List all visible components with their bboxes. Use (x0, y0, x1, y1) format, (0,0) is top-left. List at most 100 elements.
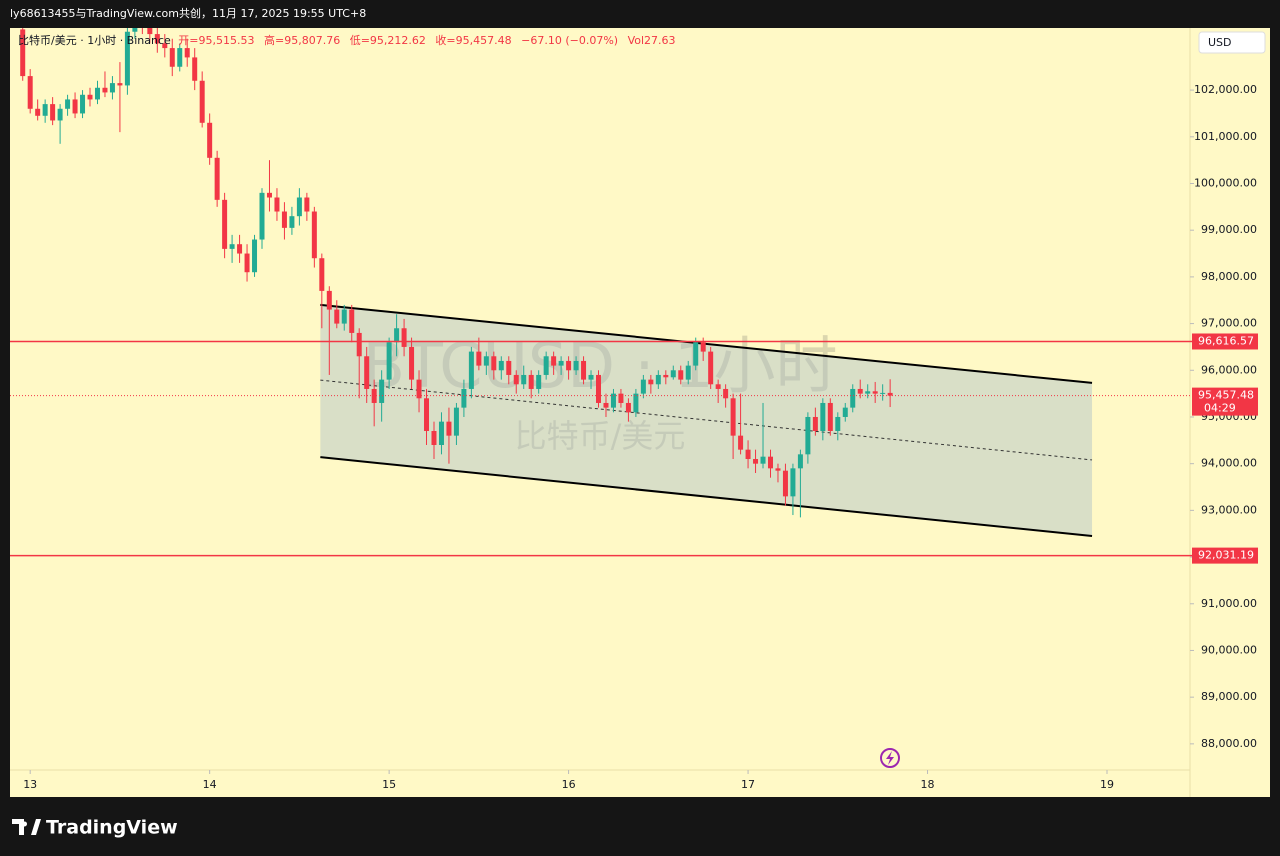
currency-label[interactable]: USD (1208, 36, 1232, 49)
candle-body (745, 449, 751, 460)
candle-body (27, 76, 33, 109)
candle-body (723, 388, 729, 399)
y-tick-label: 100,000.00 (1194, 176, 1257, 189)
candle-body (394, 328, 400, 343)
candle-body (349, 309, 355, 333)
candle-body (528, 374, 534, 389)
x-tick-label: 19 (1100, 778, 1114, 791)
y-tick-label: 93,000.00 (1201, 503, 1257, 516)
countdown-label: 04:29 (1204, 402, 1236, 415)
candle-body (109, 83, 115, 93)
bolt-glyph[interactable] (886, 751, 894, 765)
candle-body (820, 402, 826, 431)
y-tick-label: 88,000.00 (1201, 737, 1257, 750)
currency-box[interactable] (1198, 31, 1266, 54)
candle-body (289, 216, 295, 228)
candle-body (603, 402, 609, 408)
candle-body (57, 108, 63, 121)
candle-body (790, 468, 796, 497)
candle-body (573, 360, 579, 371)
legend-low: 低=95,212.62 (350, 34, 426, 47)
last-price-box (1192, 387, 1258, 416)
legend: 比特币/美元 · 1小时 · Binance 开=95,515.53 高=95,… (18, 33, 676, 47)
candle-body (805, 416, 811, 455)
candle-body (753, 459, 759, 464)
candle-body (192, 57, 198, 81)
candle-body (132, 28, 138, 32)
price-label-box (1192, 333, 1258, 350)
candle-body (431, 430, 437, 445)
candle-body (35, 108, 41, 116)
candle-body (94, 87, 100, 100)
x-tick-label: 16 (562, 778, 576, 791)
bolt-circle[interactable] (880, 748, 900, 768)
candle-body (319, 258, 325, 291)
candle-body (20, 29, 26, 77)
candle-body (857, 388, 863, 394)
candle-body (880, 392, 886, 394)
candle-body (842, 407, 848, 417)
candle-body (80, 94, 86, 114)
candle-body (65, 99, 71, 109)
candle-body (782, 470, 788, 497)
candle-body (685, 365, 691, 380)
legend-change: −67.10 (−0.07%) (521, 34, 618, 47)
axes: 88,000.00 89,000.00 90,000.00 91,000.00 92,0… (23, 83, 1258, 791)
y-tick-label: 91,000.00 (1201, 597, 1257, 610)
candle-body (887, 392, 893, 396)
legend-high: 高=95,807.76 (264, 33, 340, 47)
candle-body (476, 351, 482, 366)
candle-body (102, 87, 108, 93)
channel-lower (320, 456, 1093, 538)
candle-body (304, 197, 310, 212)
x-tick-label: 17 (741, 778, 755, 791)
candle-body (618, 393, 624, 403)
candle-body (521, 374, 527, 385)
candle-body (708, 351, 714, 385)
bolt-icon[interactable] (880, 748, 900, 768)
candle-body (334, 309, 340, 324)
channel-fill (320, 304, 1093, 537)
watermark-name: 比特币/美元 (515, 417, 686, 455)
candle-body (835, 416, 841, 431)
candle-body (229, 244, 235, 249)
candle-body (154, 34, 160, 44)
candle-body (416, 379, 422, 399)
candle-body (244, 253, 250, 273)
legend-symbol: 比特币/美元 · 1小时 · Binance (18, 33, 171, 47)
currency-button[interactable]: USD (1198, 31, 1266, 54)
header-text: ly68613455与TradingView.com共创，11月 17, 202… (10, 7, 366, 20)
y-tick-label: 96,000.00 (1201, 363, 1257, 376)
candle-body (379, 379, 385, 403)
candle-body (274, 197, 280, 212)
footer-brand: TradingView (46, 817, 178, 839)
candle-body (87, 94, 93, 100)
candle-body (311, 211, 317, 259)
candle-body (663, 374, 669, 378)
candle-body (386, 342, 392, 380)
candle-body (222, 199, 228, 249)
logo-mark (12, 819, 41, 835)
candle-body (169, 48, 175, 67)
candle-body (468, 351, 474, 389)
candle-body (252, 239, 258, 273)
y-tick-label: 97,000.00 (1201, 317, 1257, 330)
candle-body (536, 374, 542, 389)
candle-body (625, 402, 631, 413)
candle-body (812, 416, 818, 431)
legend-close: 收=95,457.48 (435, 33, 511, 47)
candle-body (596, 374, 602, 403)
plot (10, 28, 1190, 557)
candle-body (364, 356, 370, 389)
candle-body (566, 360, 572, 371)
candle-body (670, 370, 676, 378)
candle-body (214, 157, 220, 200)
candle-body (207, 122, 213, 158)
candle-body (633, 393, 639, 413)
candle-body (266, 192, 272, 198)
candle-body (281, 211, 287, 228)
candle-body (872, 391, 878, 394)
candle-body (850, 388, 856, 408)
candle-body (184, 48, 190, 58)
